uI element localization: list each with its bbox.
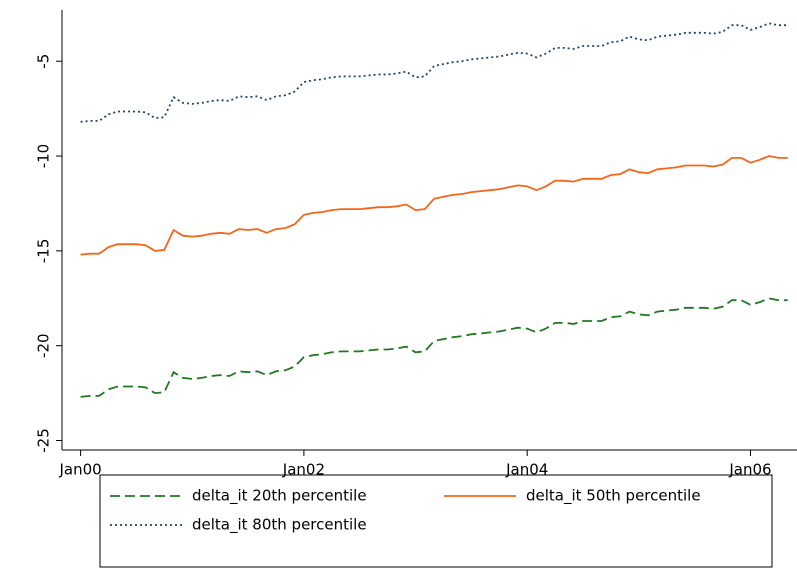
y-tick-label: -25 xyxy=(35,428,53,453)
x-tick-label: Jan02 xyxy=(282,461,325,479)
x-tick-label: Jan04 xyxy=(505,461,548,479)
legend-label: delta_it 50th percentile xyxy=(526,487,701,506)
legend-box xyxy=(99,474,773,568)
y-tick-label: -10 xyxy=(35,144,53,169)
legend-label: delta_it 80th percentile xyxy=(192,516,367,535)
line-series xyxy=(80,22,788,123)
line-series xyxy=(80,155,788,256)
legend-label: delta_it 20th percentile xyxy=(192,487,367,506)
y-tick-label: -5 xyxy=(35,54,53,69)
x-tick-label: Jan06 xyxy=(728,461,771,479)
y-tick-label: -15 xyxy=(35,239,53,263)
x-tick-label: Jan00 xyxy=(58,461,101,479)
y-tick-label: -20 xyxy=(35,333,53,358)
line-series xyxy=(80,297,788,398)
